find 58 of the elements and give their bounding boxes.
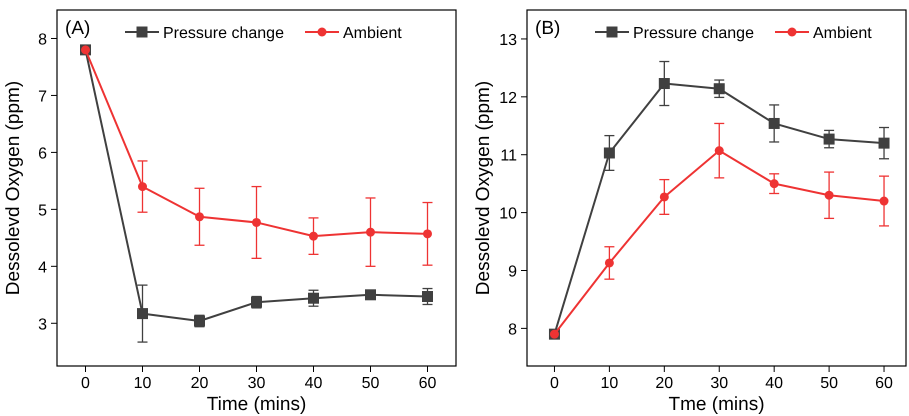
x-tick-label: 10	[134, 375, 152, 392]
y-tick-label: 11	[500, 148, 518, 165]
x-tick-label: 0	[81, 375, 90, 392]
y-tick-label: 8	[508, 321, 518, 338]
point	[308, 292, 319, 304]
point	[714, 146, 724, 156]
y-tick-label: 13	[499, 32, 518, 49]
x-tick-label: 30	[248, 375, 266, 392]
point	[137, 308, 148, 320]
y-tick-label: 5	[38, 202, 48, 220]
point	[252, 218, 261, 227]
y-tick-label: 9	[508, 263, 518, 280]
point	[423, 229, 432, 238]
x-tick-label: 0	[550, 375, 560, 392]
x-tick-label: 60	[418, 375, 436, 392]
x-tick-label: 40	[765, 375, 784, 392]
y-tick-label: 7	[38, 88, 48, 106]
x-tick-label: 50	[362, 375, 380, 392]
x-tick-label: 40	[304, 375, 322, 392]
x-tick-label: 50	[820, 375, 838, 392]
x-axis-title: Time (mins)	[206, 394, 306, 415]
point	[422, 291, 433, 302]
annotation: (A)	[65, 18, 90, 39]
y-tick-label: 8	[38, 31, 48, 48]
point	[768, 118, 780, 129]
x-tick-label: 10	[600, 375, 618, 392]
y-tick-label: 12	[499, 90, 518, 107]
legend-label: Pressure change	[163, 25, 284, 42]
legend-label: Pressure change	[633, 25, 754, 42]
y-axis-title: Dessolevd Oxygen (ppm)	[3, 80, 24, 296]
point	[880, 196, 889, 206]
x-tick-label: 20	[655, 375, 674, 392]
point	[309, 232, 318, 241]
point	[824, 134, 835, 145]
legend-label: Ambient	[813, 25, 872, 42]
y-tick-label: 4	[38, 259, 48, 276]
point	[824, 190, 834, 200]
point	[138, 182, 147, 192]
x-tick-label: 60	[875, 375, 894, 392]
x-tick-label: 30	[710, 375, 728, 392]
point	[660, 192, 669, 202]
x-tick-label: 20	[190, 375, 208, 392]
point	[604, 147, 615, 158]
point	[658, 78, 670, 90]
legend-label: Ambient	[343, 25, 402, 42]
y-tick-label: 10	[499, 206, 518, 223]
point	[770, 179, 779, 188]
point	[604, 258, 614, 268]
x-axis-title: Tme (mins)	[668, 394, 765, 415]
point	[195, 212, 204, 222]
y-tick-label: 3	[38, 316, 48, 334]
annotation: (B)	[535, 18, 560, 39]
y-tick-label: 6	[38, 145, 48, 162]
point	[878, 138, 890, 149]
point	[366, 228, 375, 237]
point	[365, 289, 376, 300]
point	[714, 83, 725, 94]
y-axis-title: Dessolevd Oxygen (ppm)	[473, 80, 494, 296]
